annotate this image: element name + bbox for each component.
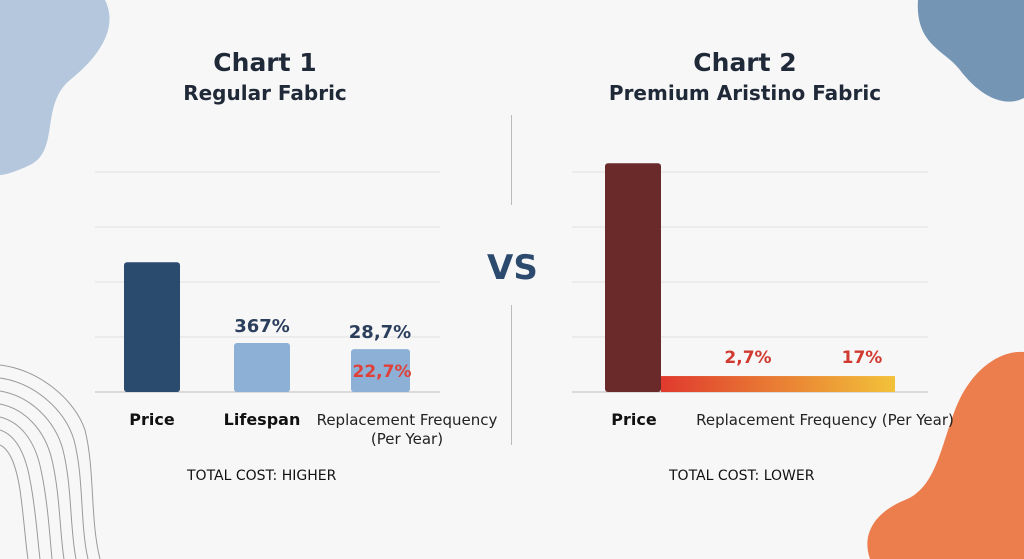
chart1-xlabel-replacement-line2: (Per Year) xyxy=(370,430,444,448)
orange-blob-bottom-right xyxy=(867,351,1024,559)
chart1-heading: Chart 1 Regular Fabric xyxy=(95,48,435,105)
divider-bottom xyxy=(511,305,512,445)
chart1-label-lifespan: 367% xyxy=(234,316,290,337)
chart2-title: Chart 2 xyxy=(693,48,797,77)
chart1-label-replacement-inner: 22,7% xyxy=(353,362,412,382)
chart1-bar-2 xyxy=(351,349,410,392)
vs-label: VS xyxy=(487,248,538,288)
chart1-bar-1 xyxy=(234,343,290,392)
chart1-title: Chart 1 xyxy=(213,48,317,77)
line-pattern-bottom-left xyxy=(0,364,101,559)
chart1-bar-0 xyxy=(124,262,180,392)
chart2-label-1: 2,7% xyxy=(724,348,771,368)
chart1-xlabel-price: Price xyxy=(129,410,175,429)
chart2-label-2: 17% xyxy=(842,348,883,368)
chart1-label-replacement-top: 28,7% xyxy=(349,322,411,343)
chart2-xlabel-replacement: Replacement Frequency (Per Year) xyxy=(696,411,954,429)
chart2-footer: TOTAL COST: LOWER xyxy=(669,468,815,484)
blue-blob-top-left xyxy=(0,0,110,175)
chart1-xlabel-replacement: Replacement Frequency (Per Year) xyxy=(312,411,502,449)
chart2-bar-replacement xyxy=(661,376,895,392)
steel-blob-top-right xyxy=(917,0,1024,102)
chart1-xlabel-replacement-line1: Replacement Frequency xyxy=(316,411,498,429)
chart1-xlabel-lifespan: Lifespan xyxy=(223,410,301,429)
divider-top xyxy=(511,115,512,205)
chart2-xlabel-price: Price xyxy=(611,410,657,429)
chart2-subtitle: Premium Aristino Fabric xyxy=(608,81,882,105)
chart1-footer: TOTAL COST: HIGHER xyxy=(187,468,337,484)
chart1-subtitle: Regular Fabric xyxy=(183,81,347,105)
chart2-heading: Chart 2 Premium Aristino Fabric xyxy=(560,48,930,105)
chart2-bar-price xyxy=(605,163,661,392)
